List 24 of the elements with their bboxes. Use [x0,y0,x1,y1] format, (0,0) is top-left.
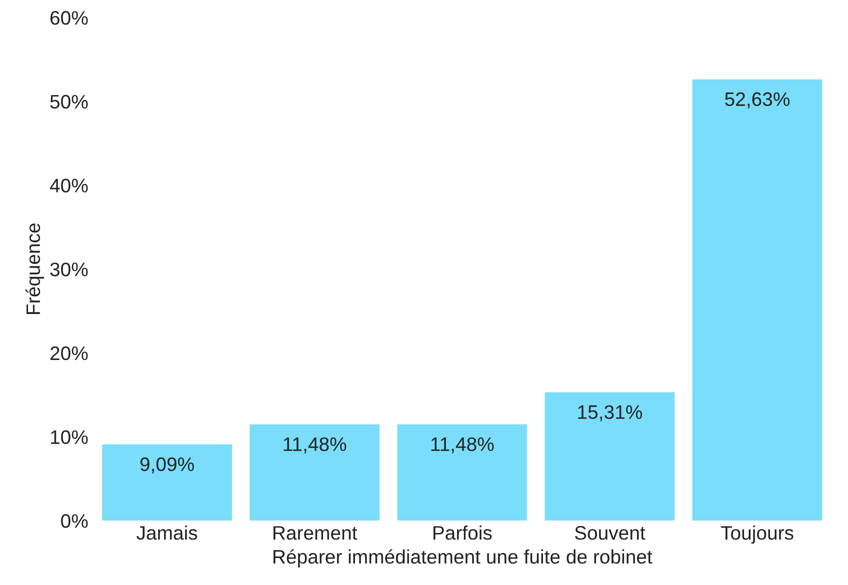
data-label: 52,63% [725,92,790,108]
y-tick-label: 50% [50,94,88,109]
data-label: 11,48% [284,437,346,454]
data-label: 9,09% [140,457,194,474]
bar [692,79,822,521]
x-tick-label: Souvent [574,526,646,540]
x-axis-title: Réparer immédiatement une fuite de robinet [274,549,652,568]
y-tick-label: 30% [50,262,88,276]
bar [102,444,232,521]
y-axis-title: Fréquence [26,223,44,314]
x-tick-label: Toujours [720,526,794,544]
data-label: 11,48% [431,437,494,454]
y-tick-label: 60% [50,11,88,25]
y-tick-label: 20% [50,346,88,360]
x-tick-label: Jamais [136,526,198,540]
bar [250,424,380,521]
x-tick-label: Rarement [274,526,358,540]
y-tick-label: 40% [50,178,88,192]
x-tick-label: Parfois [434,526,492,540]
bar [544,392,675,521]
data-label: 15,31% [578,405,642,422]
y-tick-label: 0% [61,514,88,528]
y-tick-label: 10% [50,430,88,444]
bar [397,424,528,521]
